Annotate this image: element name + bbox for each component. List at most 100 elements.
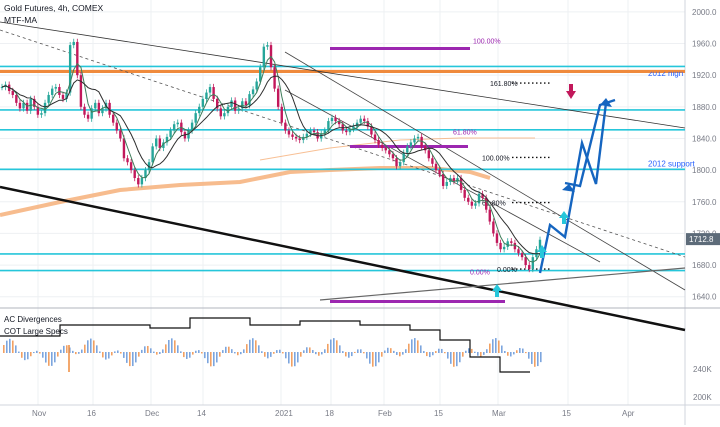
histo-bar-179 [540, 352, 542, 363]
candle-body-63 [226, 106, 230, 114]
histo-bar-113 [342, 351, 344, 353]
candle-body-80 [287, 130, 291, 135]
histo-bar-97 [294, 352, 296, 367]
histo-bar-33 [102, 352, 104, 358]
histo-bar-69 [210, 352, 212, 367]
histo-bar-163 [492, 339, 494, 353]
cot-large-specs-label: COT Large Specs [4, 327, 68, 336]
trend-upper-gray [0, 21, 686, 129]
y-tick-label-5: 1800.0 [692, 166, 717, 175]
histo-bar-95 [288, 352, 290, 364]
histo-bar-162 [489, 343, 491, 353]
ma-long-line [0, 166, 491, 217]
candle-body-0 [0, 87, 4, 89]
histo-bar-114 [345, 352, 347, 357]
candle-body-90 [323, 130, 326, 134]
histo-bar-27 [84, 344, 86, 353]
candle-body-102 [366, 121, 370, 127]
histo-bar-15 [48, 352, 50, 366]
histo-bar-126 [381, 352, 383, 357]
candle-body-114 [409, 142, 413, 147]
histo-bar-155 [468, 348, 470, 353]
histo-bar-89 [270, 352, 272, 357]
purple-label-0: 100.00% [473, 38, 501, 45]
down-arrow-stem [569, 84, 573, 92]
candle-body-26 [94, 102, 97, 109]
histo-bar-102 [309, 347, 311, 353]
histo-bar-26 [81, 349, 83, 353]
candles-group [0, 38, 542, 273]
candle-body-66 [237, 108, 240, 111]
candle-body-98 [352, 126, 355, 129]
fib-label-3: 0.00% [497, 267, 517, 274]
histo-bar-166 [501, 345, 503, 353]
candle-body-64 [230, 100, 233, 107]
candle-body-74 [266, 45, 269, 47]
histo-bar-23 [72, 350, 74, 353]
candle-body-61 [219, 108, 222, 117]
histo-bar-86 [261, 351, 263, 353]
histo-bar-37 [114, 351, 116, 353]
x-tick-label-10: Apr [622, 409, 635, 418]
candle-body-38 [137, 178, 140, 185]
candle-body-123 [441, 174, 445, 186]
candle-body-14 [51, 88, 54, 95]
histo-bar-171 [516, 350, 518, 353]
candle-body-108 [388, 150, 391, 155]
level-label-5: 2012 support [648, 159, 695, 168]
histo-bar-2 [9, 338, 11, 353]
histo-bar-65 [198, 350, 200, 353]
y-tick-label-8: 1680.0 [692, 261, 717, 270]
candle-body-94 [337, 121, 341, 125]
candle-body-101 [363, 118, 366, 122]
histo-bar-96 [291, 352, 293, 367]
sub-tick-1: 200K [693, 393, 712, 402]
histo-bar-9 [30, 352, 32, 357]
candle-body-69 [248, 94, 251, 106]
candle-body-42 [151, 146, 154, 163]
histo-bar-91 [276, 350, 278, 353]
histo-bar-14 [45, 352, 47, 363]
chart-title: Gold Futures, 4h, COMEX [4, 3, 104, 13]
y-tick-label-4: 1840.0 [692, 134, 717, 143]
candle-body-36 [129, 162, 133, 171]
candle-body-40 [144, 170, 147, 179]
histo-bar-174 [525, 352, 527, 354]
candle-body-48 [172, 124, 176, 131]
candle-body-136 [488, 209, 491, 222]
histo-bar-19 [60, 349, 62, 353]
x-tick-label-4: 2021 [275, 409, 293, 418]
histo-bar-25 [78, 352, 80, 354]
histo-bar-45 [138, 352, 140, 357]
histo-bar-115 [348, 352, 350, 358]
histo-bar-146 [441, 348, 443, 353]
candle-body-86 [309, 130, 312, 134]
candle-body-31 [111, 114, 115, 123]
histo-bar-42 [129, 352, 131, 367]
x-tick-label-3: 14 [197, 409, 206, 418]
candle-body-10 [36, 106, 40, 115]
candle-body-45 [162, 142, 165, 148]
candle-body-103 [370, 126, 373, 135]
candle-body-137 [492, 221, 495, 234]
histo-bar-77 [234, 352, 236, 354]
histo-bar-149 [450, 352, 452, 364]
candle-body-115 [413, 138, 416, 143]
histo-bar-129 [390, 348, 392, 353]
purple-label-2: 0.00% [470, 269, 490, 276]
histo-bar-120 [363, 352, 365, 354]
candle-body-19 [68, 45, 72, 93]
candle-body-131 [470, 201, 474, 206]
histo-bar-11 [36, 350, 38, 353]
histo-bar-106 [321, 352, 323, 355]
histo-bar-141 [426, 352, 428, 357]
histo-bar-90 [273, 352, 275, 354]
candle-body-83 [298, 138, 301, 141]
histo-bar-51 [156, 352, 158, 355]
x-tick-label-1: 16 [87, 409, 96, 418]
histo-bar-49 [150, 348, 152, 353]
candle-body-97 [348, 128, 352, 133]
histo-bar-130 [393, 350, 395, 353]
histo-bar-72 [219, 352, 221, 357]
histo-bar-71 [216, 352, 218, 363]
